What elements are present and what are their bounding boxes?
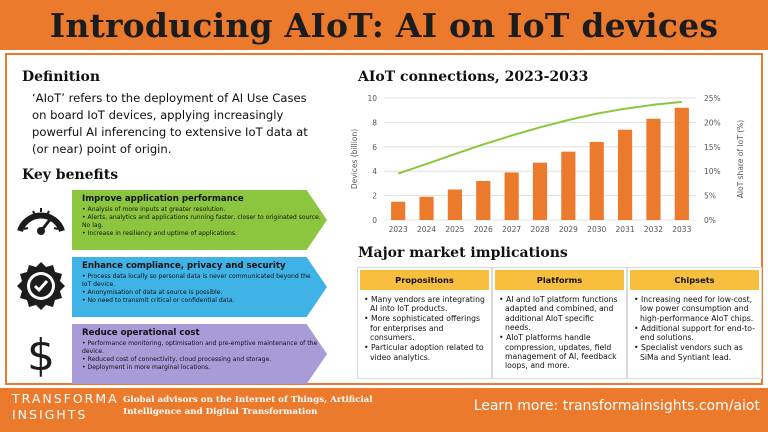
implication-point: Additional support for end-to-end soluti… — [634, 324, 755, 343]
y2-tick-label: 0% — [704, 216, 716, 225]
implication-point: Specialist vendors such as SiMa and Synt… — [634, 343, 755, 362]
footer-bar — [0, 388, 768, 432]
x-tick-label: 2025 — [445, 225, 464, 234]
y-axis-label: Devices (billion) — [350, 129, 359, 189]
benefit-point: Deployment in more marginal locations. — [82, 364, 321, 372]
learn-more-link[interactable]: Learn more: transformainsights.com/aiot — [473, 398, 760, 414]
logo-line-2: INSIGHTS — [12, 407, 88, 422]
implication-card-chipsets: Chipsets Increasing need for low-cost, l… — [627, 267, 762, 379]
benefit-point: Process data locally so personal data is… — [82, 273, 321, 289]
benefit-point: Anonymisation of data at source is possi… — [82, 289, 321, 297]
x-tick-label: 2030 — [587, 225, 606, 234]
bar — [589, 141, 604, 220]
x-tick-label: 2031 — [616, 225, 635, 234]
y2-tick-label: 10% — [704, 167, 721, 176]
x-tick-label: 2023 — [389, 225, 408, 234]
benefit-title: Improve application performance — [82, 194, 244, 204]
benefit-point: Analysis of more inputs at greater resol… — [82, 206, 321, 214]
title-banner: Introducing AIoT: AI on IoT devices — [0, 0, 768, 50]
implication-point: Increasing need for low-cost, low power … — [634, 295, 755, 323]
implication-card-title: Chipsets — [630, 270, 759, 290]
svg-text:$: $ — [27, 330, 55, 380]
y-tick-label: 0 — [372, 216, 377, 225]
implication-card-propositions: Propositions Many vendors are integratin… — [357, 267, 492, 379]
x-tick-label: 2028 — [530, 225, 549, 234]
benefit-cost: Reduce operational cost Performance moni… — [72, 324, 327, 384]
bar — [504, 172, 519, 220]
implication-point: AI and IoT platform functions adapted an… — [499, 295, 620, 333]
implication-point: More sophisticated offerings for enterpr… — [364, 314, 485, 342]
implication-card-title: Platforms — [495, 270, 624, 290]
y2-tick-label: 5% — [704, 192, 716, 201]
bar — [391, 201, 406, 220]
y-tick-label: 2 — [372, 192, 377, 201]
benefit-performance: Improve application performance Analysis… — [72, 190, 327, 250]
implication-point: Particular adoption related to video ana… — [364, 343, 485, 362]
aiot-connections-chart: 0 2 4 6 8 10 0% 5% 10% 15% 20% 25% 2023 2024 2025 2026 2… — [350, 94, 745, 234]
logo-line-1: TRANSFORMA — [12, 391, 119, 406]
page-title: Introducing AIoT: AI on IoT devices — [49, 5, 719, 45]
bar — [561, 151, 576, 220]
y-tick-label: 8 — [372, 118, 377, 127]
implication-card-title: Propositions — [360, 270, 489, 290]
dollar-sign-icon: $ — [27, 330, 55, 380]
implication-card-platforms: Platforms AI and IoT platform functions … — [492, 267, 627, 379]
implication-point: AIoT platforms handle compression, updat… — [499, 333, 620, 371]
y-tick-label: 4 — [372, 167, 377, 176]
x-tick-label: 2024 — [417, 225, 436, 234]
x-tick-label: 2027 — [502, 225, 521, 234]
benefit-title: Enhance compliance, privacy and security — [82, 261, 286, 271]
chart-title: AIoT connections, 2023-2033 — [358, 69, 589, 85]
y2-axis-label: AIoT share of IoT (%) — [736, 120, 745, 199]
bar — [447, 189, 462, 220]
benefit-point: Increase in resiliency and uptime of app… — [82, 230, 321, 238]
y2-tick-label: 20% — [704, 118, 721, 127]
definition-heading: Definition — [22, 69, 101, 85]
x-tick-label: 2032 — [644, 225, 663, 234]
x-tick-label: 2026 — [474, 225, 493, 234]
bar — [618, 129, 633, 220]
y2-tick-label: 15% — [704, 143, 721, 152]
series-line — [397, 100, 682, 175]
definition-text: ‘AIoT’ refers to the deployment of AI Us… — [32, 91, 308, 156]
bar — [476, 180, 491, 220]
key-benefits-heading: Key benefits — [22, 167, 119, 183]
content-frame — [5, 53, 763, 385]
implications-heading: Major market implications — [358, 245, 568, 261]
benefit-point: No need to transmit critical or confiden… — [82, 297, 321, 305]
transforma-insights-logo: TRANSFORMA INSIGHTS — [12, 392, 118, 428]
benefit-point: Performance monitoring, optimisation and… — [82, 340, 321, 356]
bar — [674, 107, 689, 220]
benefit-compliance: Enhance compliance, privacy and security… — [72, 257, 327, 317]
bar — [532, 162, 548, 220]
y-tick-label: 10 — [367, 94, 377, 103]
bar — [646, 118, 661, 220]
speedometer-icon — [17, 208, 65, 235]
benefit-title: Reduce operational cost — [82, 328, 200, 338]
y-tick-label: 6 — [372, 143, 377, 152]
x-tick-label: 2029 — [559, 225, 578, 234]
checkmark-badge-icon — [17, 262, 65, 310]
benefit-point: Reduced cost of connectivity, cloud proc… — [82, 356, 321, 364]
implication-point: Many vendors are integrating AI into IoT… — [364, 295, 485, 314]
y2-tick-label: 25% — [704, 94, 721, 103]
bar — [419, 196, 434, 220]
footer-tagline: Global advisors on the Internet of Thing… — [123, 395, 373, 417]
benefit-point: Alerts, analytics and applications runni… — [82, 214, 321, 230]
x-tick-label: 2033 — [672, 225, 691, 234]
